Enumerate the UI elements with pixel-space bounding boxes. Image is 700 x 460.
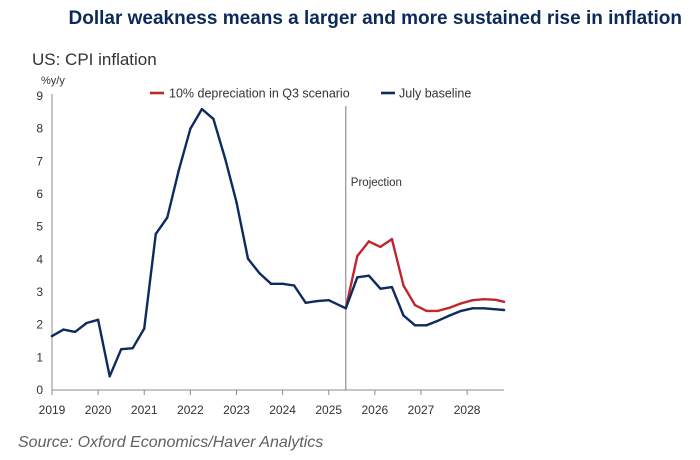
y-tick-label: 6	[36, 187, 43, 201]
baseline-data-point	[390, 285, 394, 289]
y-axis-unit-label: %y/y	[41, 75, 65, 87]
baseline-data-point	[304, 301, 307, 304]
baseline-data-point	[269, 282, 273, 286]
scenario-data-point	[502, 300, 506, 303]
baseline-data-point	[292, 284, 296, 287]
y-tick-label: 1	[36, 350, 43, 364]
y-tick-label: 0	[36, 383, 43, 397]
baseline-data-point	[436, 319, 440, 322]
scenario-data-point	[448, 306, 451, 309]
baseline-data-point	[281, 282, 284, 286]
x-tick-label: 2022	[177, 403, 204, 417]
scenario-data-point	[390, 237, 394, 241]
x-tick-label: 2019	[39, 403, 66, 417]
baseline-data-point	[344, 307, 347, 310]
baseline-data-point	[482, 307, 486, 310]
baseline-data-point	[356, 276, 359, 279]
scenario-data-point	[356, 254, 359, 258]
x-tick-label: 2020	[85, 403, 112, 417]
baseline-data-point	[316, 299, 319, 303]
x-tick-label: 2024	[269, 403, 296, 417]
scenario-data-point	[459, 302, 463, 305]
baseline-series-line	[50, 107, 506, 378]
scenario-data-point	[413, 303, 417, 307]
baseline-data-point	[448, 314, 451, 317]
x-tick-label: 2026	[362, 403, 389, 417]
baseline-data-point	[459, 309, 463, 313]
baseline-data-point	[413, 324, 417, 327]
baseline-data-point	[402, 314, 405, 317]
scenario-data-point	[494, 298, 497, 302]
scenario-data-point	[402, 284, 405, 287]
x-tick-label: 2028	[454, 403, 481, 417]
y-tick-label: 4	[36, 252, 43, 266]
y-tick-label: 3	[36, 285, 43, 299]
baseline-data-point	[189, 127, 192, 130]
baseline-data-point	[367, 274, 371, 277]
baseline-data-point	[246, 257, 250, 260]
baseline-data-point	[494, 308, 497, 311]
x-tick-label: 2023	[223, 403, 250, 417]
baseline-data-point	[143, 327, 146, 330]
baseline-data-point	[119, 347, 123, 351]
baseline-data-point	[235, 200, 238, 204]
legend-label-baseline: July baseline	[399, 87, 471, 101]
chart-headline: Dollar weakness means a larger and more …	[68, 8, 683, 29]
legend-label-scenario: 10% depreciation in Q3 scenario	[169, 87, 350, 101]
x-tick-label: 2021	[131, 403, 158, 417]
baseline-data-point	[223, 156, 227, 160]
baseline-data-point	[502, 308, 506, 312]
y-tick-label: 2	[36, 318, 43, 332]
baseline-data-point	[379, 287, 382, 290]
scenario-data-point	[425, 309, 428, 313]
baseline-data-point	[108, 375, 111, 378]
chart-title: US: CPI inflation	[32, 50, 157, 69]
scenario-data-point	[367, 240, 371, 243]
scenario-data-point	[471, 298, 474, 302]
baseline-data-point	[73, 330, 77, 334]
y-tick-label: 7	[36, 154, 43, 168]
scenario-data-point	[436, 309, 440, 313]
projection-label: Projection	[351, 177, 402, 189]
baseline-data-point	[200, 107, 204, 111]
y-tick-label: 9	[36, 89, 43, 103]
baseline-data-point	[166, 216, 169, 219]
baseline-data-point	[85, 321, 88, 325]
y-tick-label: 5	[36, 220, 43, 234]
baseline-data-point	[425, 324, 428, 327]
baseline-data-point	[62, 328, 65, 331]
baseline-data-point	[50, 334, 54, 338]
x-tick-label: 2025	[315, 403, 342, 417]
baseline-data-point	[212, 117, 215, 121]
baseline-data-point	[154, 232, 157, 236]
baseline-data-point	[258, 272, 261, 275]
scenario-data-point	[379, 245, 382, 249]
scenario-data-point	[482, 297, 486, 301]
source-note: Source: Oxford Economics/Haver Analytics	[18, 434, 324, 451]
baseline-data-point	[327, 298, 330, 302]
baseline-data-point	[177, 168, 181, 172]
x-tick-label: 2027	[408, 403, 435, 417]
y-tick-label: 8	[36, 122, 43, 136]
baseline-data-point	[471, 307, 474, 310]
baseline-data-point	[131, 346, 134, 350]
baseline-data-point	[96, 318, 100, 321]
